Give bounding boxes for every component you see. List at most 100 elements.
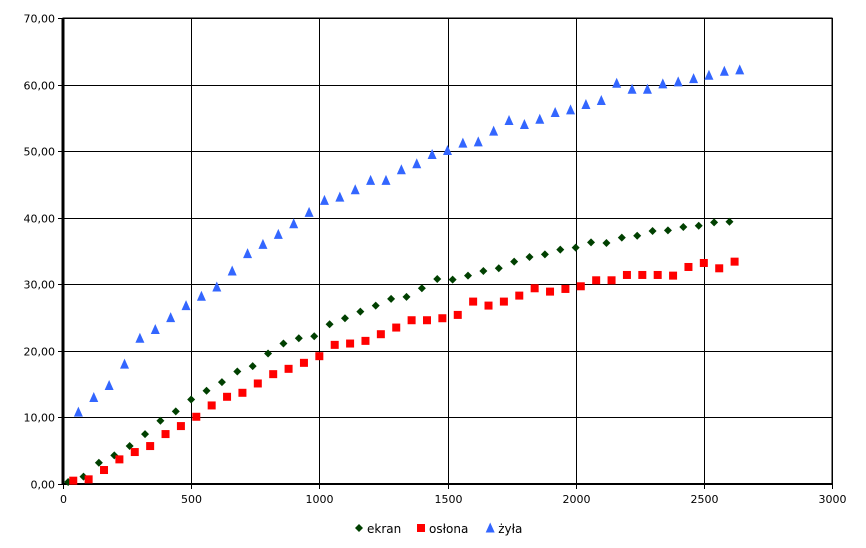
data-point: [427, 148, 437, 159]
data-point: [581, 99, 591, 110]
legend-label: osłona: [429, 522, 468, 536]
data-point: [622, 270, 631, 279]
series-0: [64, 217, 734, 487]
data-point: [115, 455, 124, 464]
data-point: [289, 218, 299, 229]
data-point: [284, 364, 293, 373]
data-point: [315, 352, 324, 361]
data-point: [94, 458, 103, 467]
data-point: [146, 442, 155, 451]
data-point: [335, 191, 345, 202]
data-point: [412, 158, 422, 169]
data-point: [710, 218, 719, 227]
data-point: [264, 349, 273, 358]
data-point: [381, 174, 391, 185]
data-point: [725, 217, 734, 226]
data-point: [120, 358, 130, 369]
data-point: [212, 281, 222, 292]
data-point: [596, 95, 606, 106]
data-point: [546, 287, 555, 296]
data-point: [141, 430, 150, 439]
data-point: [735, 64, 745, 75]
y-tick-label: 10,00: [24, 412, 56, 425]
data-point: [612, 77, 622, 88]
data-point: [253, 379, 262, 388]
data-point: [479, 266, 488, 275]
data-point: [556, 245, 565, 254]
data-point: [217, 378, 226, 387]
data-point: [69, 476, 78, 485]
series-1: [69, 257, 739, 485]
data-point: [458, 137, 468, 148]
data-point: [269, 370, 278, 379]
chart-grid: [62, 17, 833, 485]
data-point: [510, 257, 519, 266]
x-tick-label: 0: [60, 493, 67, 506]
data-point: [207, 401, 216, 410]
data-point: [156, 416, 165, 425]
data-point: [576, 282, 585, 291]
data-point: [150, 324, 160, 335]
data-point: [653, 270, 662, 279]
data-point: [196, 290, 206, 301]
legend-item: żyła: [485, 522, 522, 536]
data-marks: [64, 64, 745, 487]
data-point: [161, 430, 170, 439]
data-point: [387, 294, 396, 303]
data-point: [540, 250, 549, 259]
x-tick-label: 1000: [306, 493, 334, 506]
data-point: [396, 164, 406, 175]
data-point: [402, 292, 411, 301]
x-tick-label: 1500: [435, 493, 463, 506]
data-point: [417, 284, 426, 293]
data-point: [294, 334, 303, 343]
data-point: [515, 291, 524, 300]
data-point: [566, 104, 576, 115]
data-point: [648, 227, 657, 236]
data-point: [719, 65, 729, 76]
data-point: [422, 316, 431, 325]
y-tick-label: 40,00: [24, 213, 56, 226]
data-point: [356, 307, 365, 316]
data-point: [350, 184, 360, 195]
data-point: [627, 83, 637, 94]
data-point: [638, 270, 647, 279]
data-point: [223, 392, 232, 401]
data-point: [489, 125, 499, 136]
data-point: [258, 238, 268, 249]
data-point: [310, 332, 319, 341]
data-point: [202, 386, 211, 395]
data-point: [453, 310, 462, 319]
x-tick-label: 500: [181, 493, 202, 506]
data-point: [587, 238, 596, 247]
data-point: [592, 276, 601, 285]
data-point: [166, 312, 176, 323]
data-point: [663, 226, 672, 235]
data-point: [438, 314, 447, 323]
data-point: [299, 358, 308, 367]
data-point: [187, 395, 196, 404]
data-point: [192, 412, 201, 421]
legend-label: ekran: [367, 522, 401, 536]
data-point: [689, 73, 699, 84]
data-point: [340, 314, 349, 323]
data-point: [704, 69, 714, 80]
data-point: [499, 297, 508, 306]
data-point: [89, 391, 99, 402]
y-tick-label: 20,00: [24, 346, 56, 359]
series-2: [73, 64, 745, 417]
data-point: [633, 231, 642, 240]
data-point: [319, 194, 329, 205]
data-point: [730, 257, 739, 266]
y-tick-label: 70,00: [24, 13, 56, 26]
data-point: [243, 248, 253, 259]
data-point: [530, 284, 539, 293]
data-point: [443, 144, 452, 155]
chart-axes: [58, 18, 833, 489]
legend-item: ekran: [355, 522, 401, 536]
data-point: [504, 115, 514, 126]
data-point: [273, 228, 283, 239]
data-point: [607, 276, 616, 285]
legend-square-icon: [417, 524, 425, 532]
